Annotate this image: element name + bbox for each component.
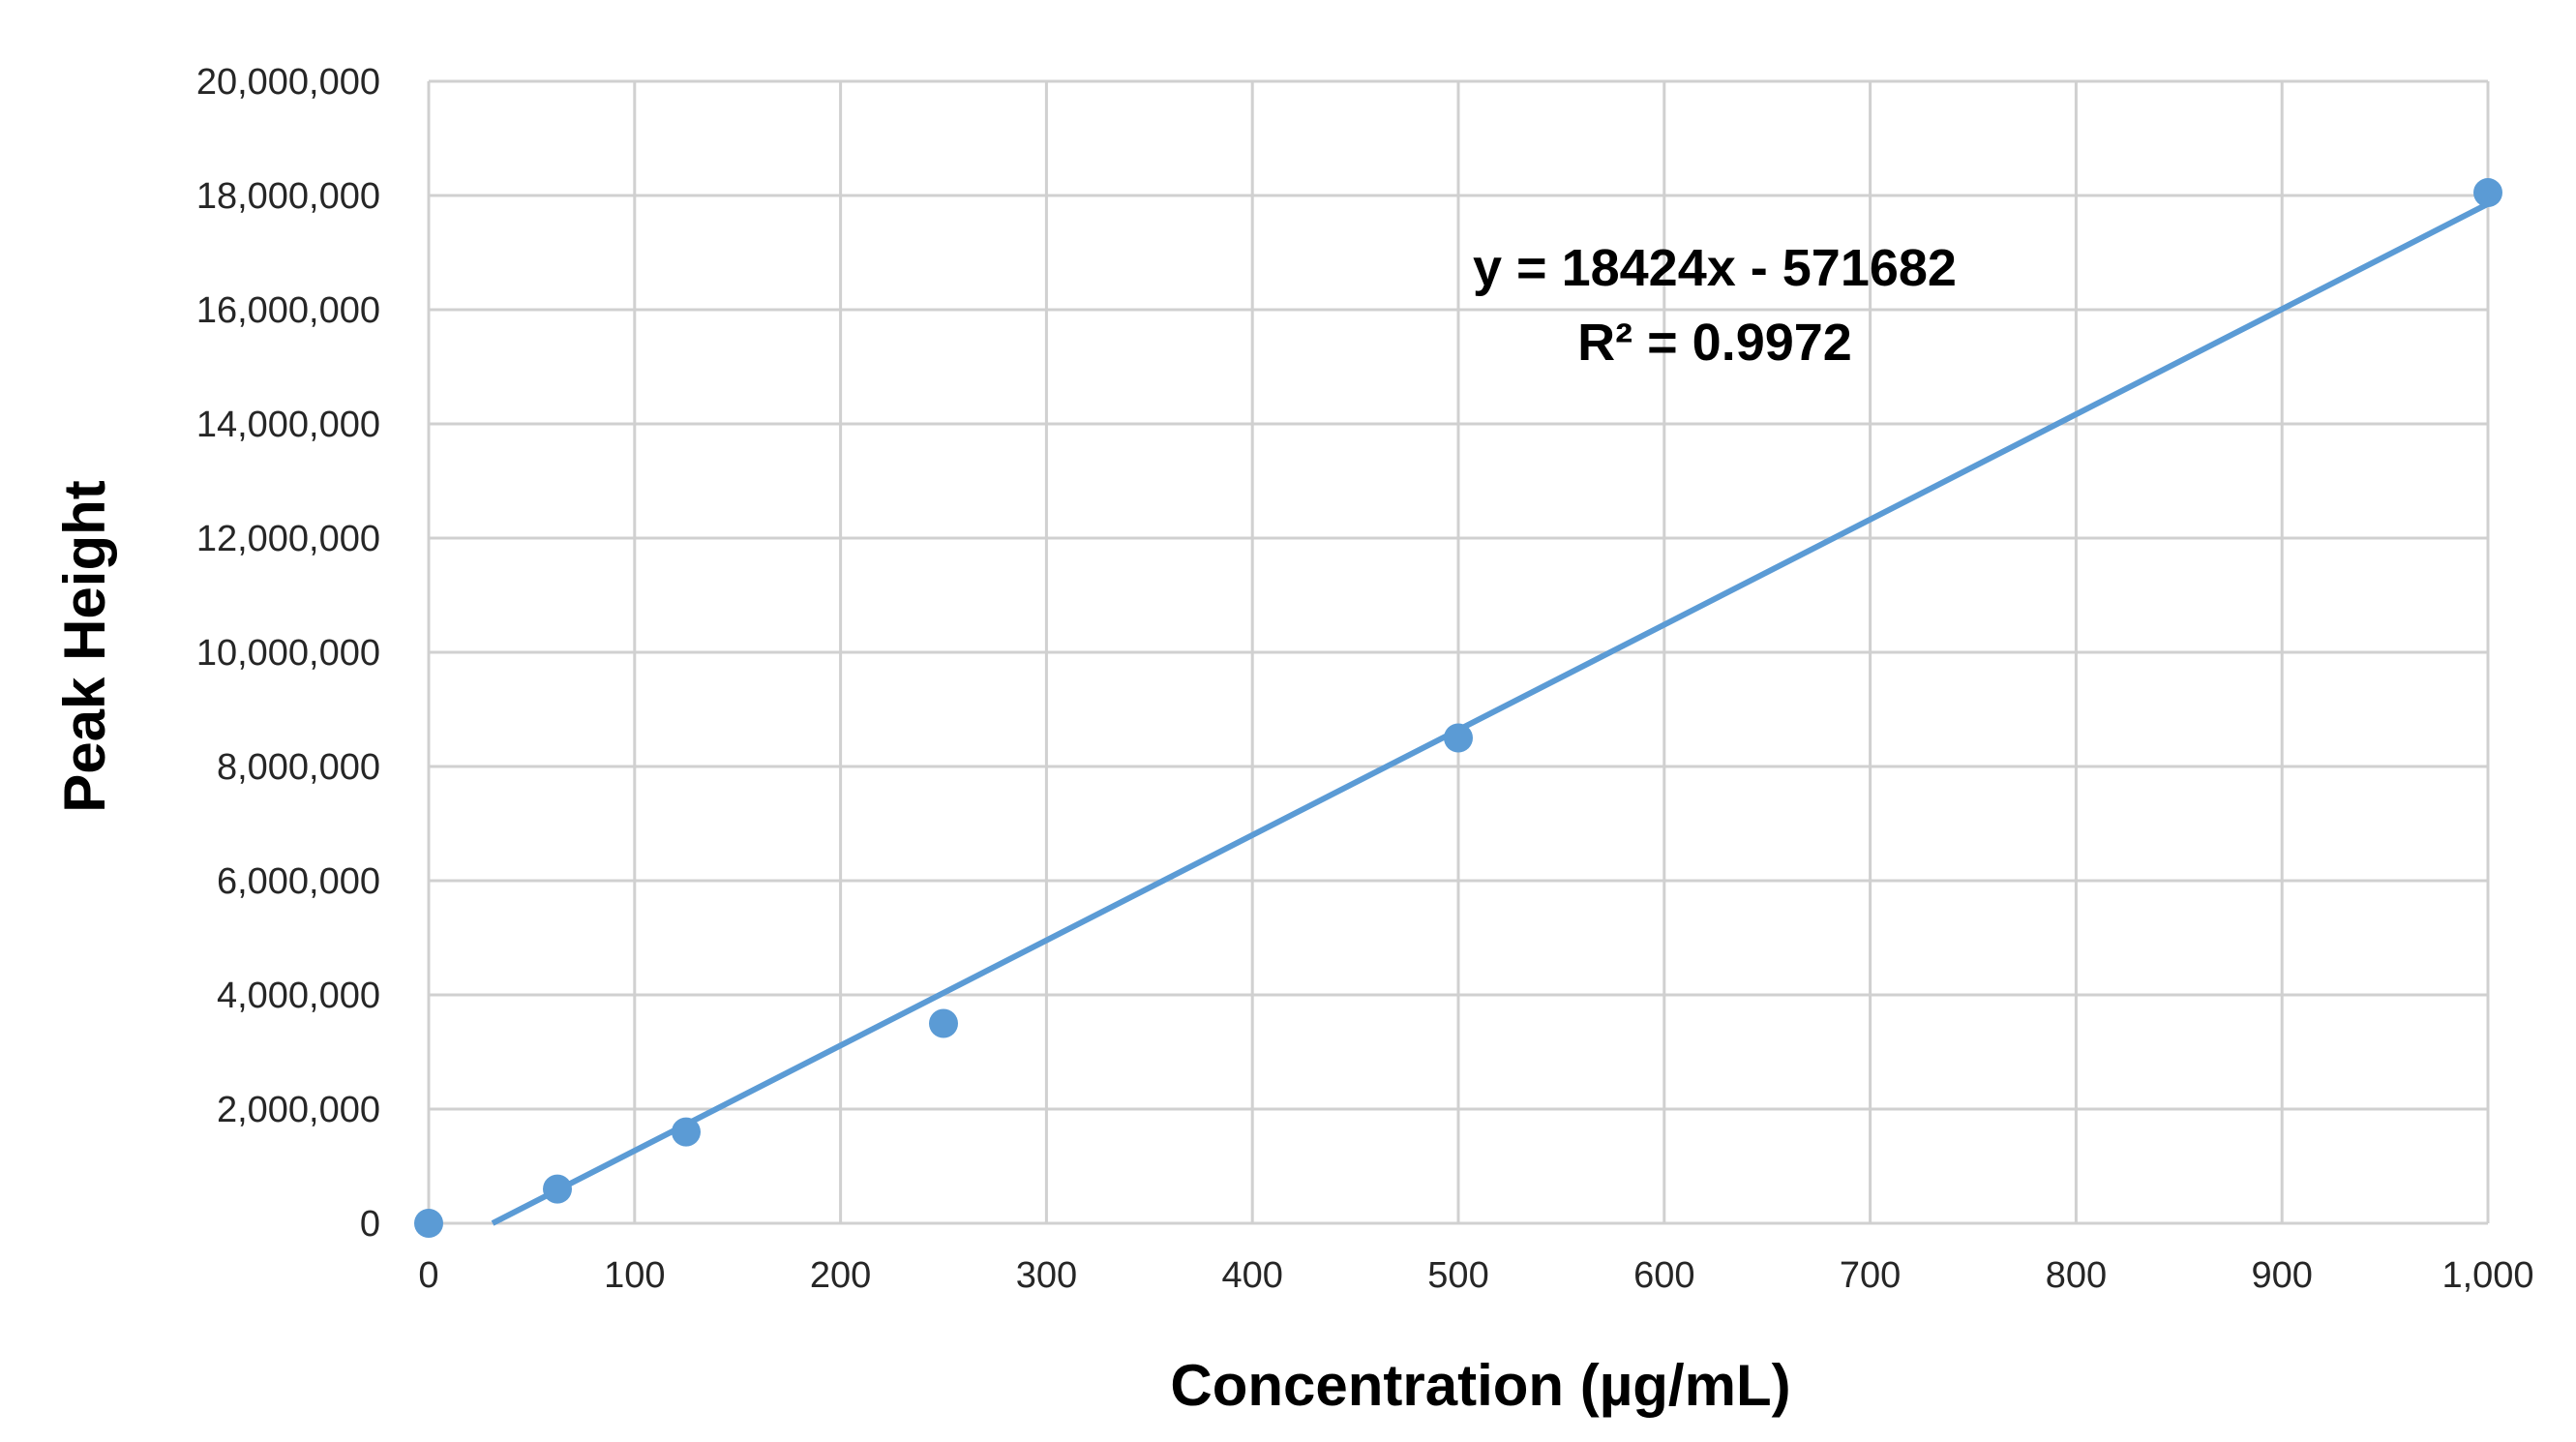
data-point xyxy=(1444,723,1473,753)
y-axis-tick-labels: 0 2,000,000 4,000,000 6,000,000 8,000,000 10,… xyxy=(196,62,380,1245)
y-tick-label: 14,000,000 xyxy=(196,405,380,445)
y-tick-label: 12,000,000 xyxy=(196,519,380,559)
data-point xyxy=(414,1209,443,1238)
trendline-layer xyxy=(491,201,2490,1226)
x-tick-label: 0 xyxy=(418,1255,438,1296)
x-tick-label: 300 xyxy=(1016,1255,1077,1296)
y-tick-label: 16,000,000 xyxy=(196,290,380,331)
x-tick-label: 800 xyxy=(2046,1255,2107,1296)
trendline xyxy=(491,201,2490,1226)
x-tick-label: 600 xyxy=(1633,1255,1694,1296)
x-axis-title: Concentration (µg/mL) xyxy=(1170,1353,1790,1418)
x-tick-label: 500 xyxy=(1427,1255,1488,1296)
data-points xyxy=(414,178,2502,1238)
data-point xyxy=(672,1117,701,1147)
x-tick-label: 200 xyxy=(810,1255,871,1296)
y-tick-label: 10,000,000 xyxy=(196,633,380,674)
y-tick-label: 20,000,000 xyxy=(196,62,380,103)
y-tick-label: 2,000,000 xyxy=(217,1090,380,1130)
y-tick-label: 0 xyxy=(360,1204,380,1245)
y-tick-label: 6,000,000 xyxy=(217,861,380,902)
x-tick-label: 400 xyxy=(1221,1255,1282,1296)
r-squared-label: R² = 0.9972 xyxy=(1577,314,1852,372)
y-axis-title: Peak Height xyxy=(52,480,117,812)
x-axis-tick-labels: 0 100 200 300 400 500 600 700 800 900 1,000 xyxy=(418,1255,2533,1296)
x-tick-label: 900 xyxy=(2251,1255,2312,1296)
data-point xyxy=(2473,178,2502,208)
y-tick-label: 18,000,000 xyxy=(196,176,380,217)
x-tick-label: 1,000 xyxy=(2441,1255,2533,1296)
y-tick-label: 4,000,000 xyxy=(217,976,380,1016)
trendline-equation: y = 18424x - 571682 xyxy=(1473,239,1957,297)
data-point xyxy=(929,1008,958,1038)
x-tick-label: 700 xyxy=(1840,1255,1901,1296)
data-point xyxy=(543,1174,572,1204)
horizontal-gridlines xyxy=(429,79,2488,1225)
y-tick-label: 8,000,000 xyxy=(217,747,380,788)
x-tick-label: 100 xyxy=(604,1255,665,1296)
